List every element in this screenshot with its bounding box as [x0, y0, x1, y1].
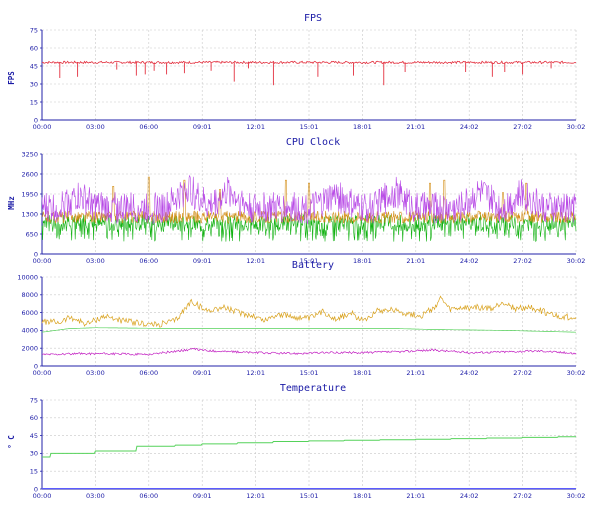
- battery-series-line: [41, 295, 577, 328]
- x-tick-label: 09:01: [193, 257, 212, 265]
- x-tick-label: 30:02: [567, 123, 586, 131]
- x-tick-label: 21:01: [406, 492, 425, 500]
- y-tick-label: 60: [30, 414, 38, 422]
- y-tick-label: 0: [34, 485, 38, 493]
- x-tick-label: 12:01: [246, 257, 265, 265]
- x-tick-label: 03:00: [86, 257, 105, 265]
- x-tick-label: 30:02: [567, 369, 586, 377]
- y-tick-label: 45: [30, 62, 38, 70]
- y-tick-label: 30: [30, 450, 38, 458]
- y-tick-label: 1950: [21, 190, 38, 198]
- x-tick-label: 24:02: [460, 492, 479, 500]
- x-tick-label: 18:01: [353, 369, 372, 377]
- battery-panel: Battery 0 2000 4000 6000 8000 10000 00:00 03:00…: [17, 260, 585, 377]
- fps-ylabel: FPS: [7, 71, 16, 85]
- x-tick-label: 24:02: [460, 257, 479, 265]
- y-tick-label: 3250: [21, 150, 38, 158]
- x-tick-label: 21:01: [406, 123, 425, 131]
- x-tick-label: 12:01: [246, 492, 265, 500]
- x-tick-label: 24:02: [460, 369, 479, 377]
- x-tick-label: 27:02: [513, 492, 532, 500]
- x-tick-label: 30:02: [567, 257, 586, 265]
- y-tick-label: 4000: [21, 327, 38, 335]
- x-tick-label: 00:00: [33, 123, 52, 131]
- x-tick-label: 06:00: [139, 369, 158, 377]
- x-tick-label: 24:02: [460, 123, 479, 131]
- x-tick-label: 15:01: [300, 123, 319, 131]
- x-tick-label: 15:01: [300, 257, 319, 265]
- x-tick-label: 30:02: [567, 492, 586, 500]
- cpu-series-line: [41, 174, 577, 225]
- cpu-series-line: [41, 213, 577, 243]
- y-tick-label: 75: [30, 26, 38, 34]
- x-tick-label: 00:00: [33, 492, 52, 500]
- x-tick-label: 00:00: [33, 369, 52, 377]
- y-tick-label: 45: [30, 432, 38, 440]
- y-tick-label: 2600: [21, 170, 38, 178]
- cpu-series-line: [41, 176, 577, 225]
- x-tick-label: 06:00: [139, 257, 158, 265]
- x-tick-label: 03:00: [86, 492, 105, 500]
- fps-panel: FPS FPS 0 15 30 45 60 75 00:00 03:00 06:00 09:01 1…: [7, 13, 585, 131]
- y-tick-label: 0: [34, 116, 38, 124]
- cpu-clock-title: CPU Clock: [286, 137, 340, 148]
- battery-series-line: [41, 347, 577, 356]
- x-tick-label: 18:01: [353, 492, 372, 500]
- fps-series-line: [41, 60, 577, 65]
- y-tick-label: 0: [34, 362, 38, 370]
- x-tick-label: 27:02: [513, 123, 532, 131]
- y-tick-label: 30: [30, 80, 38, 88]
- x-tick-label: 09:01: [193, 123, 212, 131]
- x-tick-label: 03:00: [86, 123, 105, 131]
- x-tick-label: 09:01: [193, 369, 212, 377]
- y-tick-label: 1300: [21, 210, 38, 218]
- x-tick-label: 12:01: [246, 123, 265, 131]
- x-tick-label: 06:00: [139, 492, 158, 500]
- y-tick-label: 60: [30, 44, 38, 52]
- y-tick-label: 2000: [21, 345, 38, 353]
- x-tick-label: 12:01: [246, 369, 265, 377]
- y-tick-label: 8000: [21, 291, 38, 299]
- x-tick-label: 18:01: [353, 123, 372, 131]
- x-tick-label: 27:02: [513, 369, 532, 377]
- cpu-clock-ylabel: MHz: [7, 196, 16, 210]
- x-tick-label: 21:01: [406, 369, 425, 377]
- fps-title: FPS: [304, 13, 322, 24]
- y-tick-label: 75: [30, 396, 38, 404]
- x-tick-label: 09:01: [193, 492, 212, 500]
- cpu-clock-panel: CPU Clock MHz 0 650 1300 1950 2600 3250 00:00 0…: [7, 137, 585, 265]
- x-tick-label: 00:00: [33, 257, 52, 265]
- y-tick-label: 15: [30, 468, 38, 476]
- y-tick-label: 0: [34, 250, 38, 258]
- y-tick-label: 10000: [17, 273, 38, 281]
- temperature-ylabel: ° C: [7, 435, 16, 449]
- battery-series-line: [41, 327, 576, 333]
- x-tick-label: 18:01: [353, 257, 372, 265]
- y-tick-label: 650: [26, 230, 38, 238]
- battery-title: Battery: [292, 260, 334, 271]
- x-tick-label: 15:01: [300, 369, 319, 377]
- x-tick-label: 03:00: [86, 369, 105, 377]
- temperature-title: Temperature: [280, 383, 346, 394]
- y-tick-label: 6000: [21, 309, 38, 317]
- y-tick-label: 15: [30, 98, 38, 106]
- x-tick-label: 27:02: [513, 257, 532, 265]
- temperature-series-line: [42, 436, 576, 458]
- x-tick-label: 15:01: [300, 492, 319, 500]
- x-tick-label: 06:00: [139, 123, 158, 131]
- x-tick-label: 21:01: [406, 257, 425, 265]
- temperature-panel: Temperature ° C 0 15 30 45 60 75 00:00 03:00 06:…: [7, 383, 585, 500]
